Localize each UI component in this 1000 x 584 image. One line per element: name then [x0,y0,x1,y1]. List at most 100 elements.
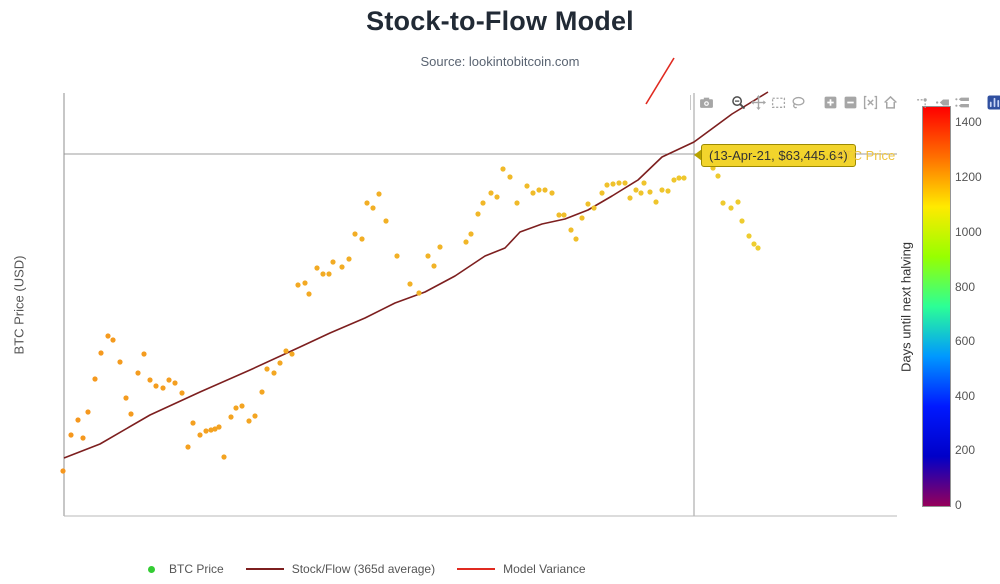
scatter-point[interactable] [394,253,400,259]
lasso-select-icon[interactable] [788,93,808,111]
scatter-point[interactable] [60,468,66,474]
scatter-point[interactable] [751,241,757,247]
scatter-point[interactable] [627,195,633,201]
scatter-point[interactable] [604,182,610,188]
scatter-point[interactable] [676,175,682,181]
scatter-point[interactable] [147,377,153,383]
scatter-point[interactable] [252,413,258,419]
scatter-point[interactable] [216,424,222,430]
scatter-point[interactable] [659,187,665,193]
scatter-point[interactable] [283,348,289,354]
scatter-point[interactable] [715,173,721,179]
scatter-point[interactable] [105,333,111,339]
scatter-point[interactable] [339,264,345,270]
scatter-point[interactable] [185,444,191,450]
scatter-point[interactable] [277,360,283,366]
scatter-point[interactable] [573,236,579,242]
legend-item-model-variance[interactable]: Model Variance [457,562,586,576]
scatter-point[interactable] [352,231,358,237]
scatter-point[interactable] [647,189,653,195]
hover-closest-icon[interactable] [932,93,952,111]
scatter-point[interactable] [616,180,622,186]
scatter-point[interactable] [671,177,677,183]
scatter-point[interactable] [599,190,605,196]
scatter-point[interactable] [468,231,474,237]
scatter-point[interactable] [68,432,74,438]
scatter-point[interactable] [542,187,548,193]
scatter-point[interactable] [610,181,616,187]
scatter-point[interactable] [376,191,382,197]
scatter-point[interactable] [746,233,752,239]
scatter-point[interactable] [153,383,159,389]
scatter-point[interactable] [264,366,270,372]
scatter-point[interactable] [653,199,659,205]
legend-item-stock-flow-365d-average-[interactable]: Stock/Flow (365d average) [245,562,435,576]
scatter-point[interactable] [92,376,98,382]
scatter-point[interactable] [591,205,597,211]
scatter-point[interactable] [463,239,469,245]
scatter-point[interactable] [271,370,277,376]
scatter-point[interactable] [416,290,422,296]
scatter-point[interactable] [320,271,326,277]
scatter-point[interactable] [638,190,644,196]
scatter-point[interactable] [239,403,245,409]
scatter-point[interactable] [431,263,437,269]
scatter-point[interactable] [160,385,166,391]
scatter-point[interactable] [641,180,647,186]
scatter-point[interactable] [507,174,513,180]
scatter-point[interactable] [233,405,239,411]
scatter-point[interactable] [514,200,520,206]
scatter-point[interactable] [141,351,147,357]
scatter-point[interactable] [720,200,726,206]
scatter-point[interactable] [197,432,203,438]
scatter-point[interactable] [326,271,332,277]
scatter-point[interactable] [166,377,172,383]
scatter-point[interactable] [128,411,134,417]
plotly-logo-icon[interactable] [984,93,1000,111]
scatter-point[interactable] [735,199,741,205]
scatter-point[interactable] [633,187,639,193]
scatter-point[interactable] [407,281,413,287]
scatter-point[interactable] [755,245,761,251]
scatter-point[interactable] [80,435,86,441]
scatter-point[interactable] [579,215,585,221]
scatter-point[interactable] [203,428,209,434]
scatter-point[interactable] [208,427,214,433]
scatter-point[interactable] [524,183,530,189]
scatter-point[interactable] [622,180,628,186]
legend-item-btc-price[interactable]: BTC Price [148,562,224,576]
scatter-point[interactable] [123,395,129,401]
scatter-point[interactable] [85,409,91,415]
scatter-point[interactable] [98,350,104,356]
zoom-icon[interactable] [728,93,748,111]
scatter-point[interactable] [117,359,123,365]
scatter-point[interactable] [549,190,555,196]
pan-icon[interactable] [748,93,768,111]
scatter-point[interactable] [530,190,536,196]
scatter-point[interactable] [302,280,308,286]
scatter-point[interactable] [212,426,218,432]
scatter-point[interactable] [221,454,227,460]
autoscale-icon[interactable] [860,93,880,111]
toggle-spikelines-icon[interactable] [912,93,932,111]
scatter-point[interactable] [370,205,376,211]
reset-axes-icon[interactable] [880,93,900,111]
scatter-point[interactable] [246,418,252,424]
scatter-point[interactable] [475,211,481,217]
scatter-point[interactable] [681,175,687,181]
scatter-point[interactable] [480,200,486,206]
scatter-point[interactable] [556,212,562,218]
scatter-point[interactable] [568,227,574,233]
scatter-point[interactable] [190,420,196,426]
scatter-point[interactable] [359,236,365,242]
scatter-point[interactable] [228,414,234,420]
hover-compare-icon[interactable] [952,93,972,111]
scatter-point[interactable] [425,253,431,259]
scatter-point[interactable] [500,166,506,172]
scatter-point[interactable] [585,201,591,207]
scatter-point[interactable] [728,205,734,211]
zoom-in-icon[interactable] [820,93,840,111]
scatter-point[interactable] [364,200,370,206]
scatter-point[interactable] [561,212,567,218]
